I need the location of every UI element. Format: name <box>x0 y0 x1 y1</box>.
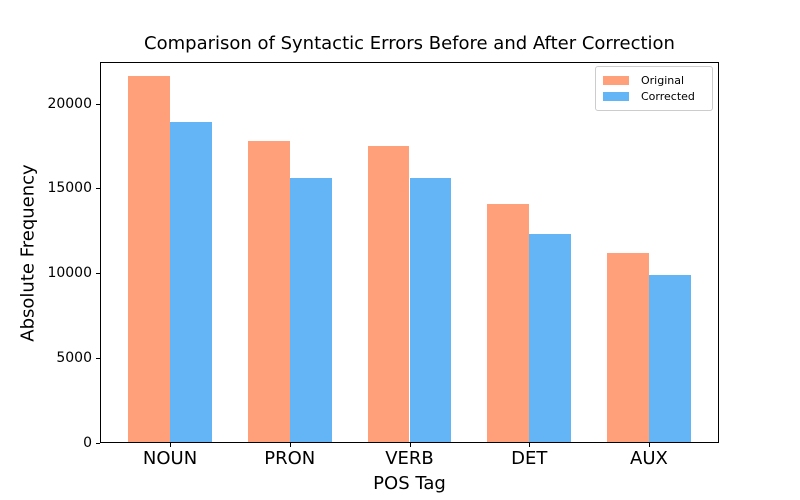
x-tick-mark <box>289 443 291 447</box>
x-tick-mark <box>529 443 531 447</box>
legend-swatch-original <box>603 75 629 85</box>
x-tick-label-det: DET <box>511 448 548 469</box>
x-tick-mark <box>170 443 172 447</box>
x-tick-label-aux: AUX <box>630 448 668 469</box>
x-tick-mark <box>409 443 411 447</box>
legend-item-original: Original <box>603 72 705 89</box>
legend-label-original: Original <box>641 73 685 87</box>
bar-original-aux <box>607 252 649 443</box>
y-tick-mark <box>96 188 100 190</box>
bar-corrected-verb <box>409 178 452 443</box>
y-tick-mark <box>96 273 100 275</box>
y-tick-label: 10000 <box>47 265 92 282</box>
bar-corrected-noun <box>170 122 212 443</box>
bar-corrected-pron <box>289 178 332 443</box>
bar-original-noun <box>128 76 171 443</box>
x-tick-label-noun: NOUN <box>142 448 198 469</box>
bar-original-verb <box>367 146 410 443</box>
y-tick-label: 15000 <box>47 180 92 197</box>
y-tick-mark <box>96 443 100 444</box>
x-tick-mark <box>648 443 650 447</box>
y-tick-mark <box>96 358 100 360</box>
y-tick-label: 5000 <box>56 350 92 367</box>
x-axis-label: POS Tag <box>373 473 446 494</box>
chart-title: Comparison of Syntactic Errors Before an… <box>144 33 675 54</box>
bar-original-det <box>487 203 530 443</box>
y-tick-label: 20000 <box>47 95 92 112</box>
bar-original-pron <box>247 140 290 443</box>
legend: Original Corrected <box>595 66 713 111</box>
legend-item-corrected: Corrected <box>603 89 705 106</box>
y-tick-mark <box>96 103 100 105</box>
x-tick-label-verb: VERB <box>385 448 434 469</box>
legend-label-corrected: Corrected <box>641 90 695 104</box>
y-tick-label: 0 <box>83 435 92 451</box>
bar-corrected-det <box>529 234 572 443</box>
legend-swatch-corrected <box>603 92 629 102</box>
x-tick-label-pron: PRON <box>264 448 316 469</box>
plot-area <box>100 62 719 443</box>
bar-corrected-aux <box>648 274 691 443</box>
